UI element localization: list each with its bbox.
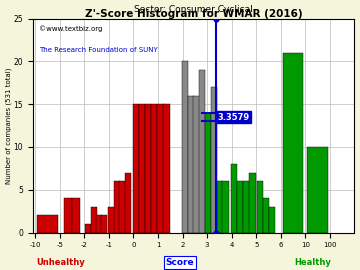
Bar [249, 173, 256, 232]
Bar [96, 215, 102, 232]
Bar [108, 207, 114, 232]
Text: Score: Score [166, 258, 194, 267]
Bar [151, 104, 157, 232]
Text: ©www.textbiz.org: ©www.textbiz.org [39, 25, 103, 32]
Text: 3.3579: 3.3579 [217, 113, 249, 122]
Bar [72, 198, 80, 232]
Bar [139, 104, 145, 232]
Text: Healthy: Healthy [294, 258, 331, 267]
Bar [145, 104, 151, 232]
Bar [125, 173, 131, 232]
Y-axis label: Number of companies (531 total): Number of companies (531 total) [5, 68, 12, 184]
Bar [307, 147, 328, 232]
Bar [163, 104, 170, 232]
Text: Sector: Consumer Cyclical: Sector: Consumer Cyclical [134, 5, 253, 14]
Bar [217, 181, 223, 232]
Bar [269, 207, 275, 232]
Bar [114, 181, 120, 232]
Bar [182, 62, 188, 232]
Bar [119, 181, 126, 232]
Bar [157, 104, 163, 232]
Bar [211, 87, 217, 232]
Title: Z'-Score Histogram for WMAR (2016): Z'-Score Histogram for WMAR (2016) [85, 9, 302, 19]
Bar [64, 198, 72, 232]
Bar [222, 181, 229, 232]
Bar [91, 207, 97, 232]
Bar [243, 181, 249, 232]
Bar [263, 198, 269, 232]
Bar [205, 113, 211, 232]
Bar [193, 96, 200, 232]
Bar [85, 224, 91, 232]
Bar [237, 181, 243, 232]
Bar [199, 70, 205, 232]
Bar [231, 164, 237, 232]
Bar [101, 215, 107, 232]
Bar [37, 215, 58, 232]
Text: The Research Foundation of SUNY: The Research Foundation of SUNY [39, 46, 158, 52]
Bar [188, 96, 194, 232]
Bar [257, 181, 263, 232]
Text: Unhealthy: Unhealthy [36, 258, 85, 267]
Bar [283, 53, 303, 232]
Bar [133, 104, 139, 232]
